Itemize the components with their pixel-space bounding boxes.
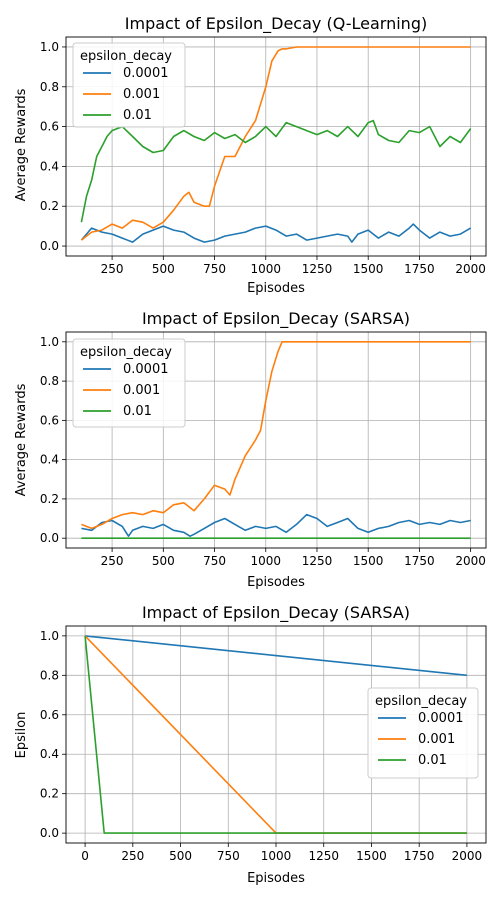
x-tick-label: 750	[217, 849, 240, 863]
y-tick-label: 1.0	[40, 629, 59, 643]
legend-entry: 0.001	[123, 87, 160, 102]
y-axis-label: Epsilon	[14, 712, 29, 759]
y-tick-label: 0.8	[40, 668, 59, 682]
x-tick-label: 750	[203, 554, 226, 568]
chart-sarsa-epsilon: Impact of Epsilon_Decay (SARSA) Episodes…	[14, 603, 487, 886]
y-tick-label: 1.0	[40, 335, 59, 349]
y-tick-label: 0.8	[40, 80, 59, 94]
legend-entry: 0.001	[418, 732, 455, 747]
x-tick-label: 1750	[404, 262, 435, 276]
legend-box	[72, 42, 186, 128]
legend-entry: 0.01	[123, 108, 152, 123]
x-tick-label: 1000	[250, 262, 281, 276]
legend-entry: 0.01	[418, 753, 447, 768]
y-tick-label: 0.4	[40, 453, 59, 467]
x-tick-label: 250	[101, 554, 124, 568]
series-line-0.01	[84, 635, 467, 834]
x-tick-label: 500	[152, 554, 175, 568]
x-tick-label: 1000	[261, 849, 292, 863]
legend: epsilon_decay 0.0001 0.001 0.01	[72, 338, 186, 428]
x-tick-label: 1500	[353, 554, 384, 568]
x-tick-label: 1250	[302, 554, 333, 568]
x-tick-label: 1750	[404, 849, 435, 863]
x-tick-label: 500	[169, 849, 192, 863]
y-tick-label: 0.2	[40, 787, 59, 801]
legend-box	[72, 338, 186, 428]
x-tick-label: 1750	[404, 554, 435, 568]
y-tick-label: 0.4	[40, 159, 59, 173]
x-axis-label: Episodes	[247, 871, 305, 886]
y-tick-label: 0.6	[40, 120, 59, 134]
series-line-0.0001	[85, 635, 467, 677]
series-line-0.0001	[80, 223, 472, 243]
series-line-0.001	[81, 340, 471, 530]
y-tick-label: 0.6	[40, 413, 59, 427]
x-tick-label: 750	[203, 262, 226, 276]
y-axis-label: Average Rewards	[14, 383, 29, 496]
x-tick-label: 1500	[353, 262, 384, 276]
chart-title: Impact of Epsilon_Decay (SARSA)	[142, 603, 410, 623]
x-tick-label: 500	[152, 262, 175, 276]
x-tick-label: 1250	[308, 849, 339, 863]
x-tick-label: 1500	[356, 849, 387, 863]
legend: epsilon_decay 0.0001 0.001 0.01	[367, 687, 479, 779]
y-tick-label: 0.0	[40, 531, 59, 545]
legend-entry: 0.0001	[418, 711, 464, 726]
legend-title: epsilon_decay	[375, 694, 467, 709]
x-tick-label: 250	[101, 262, 124, 276]
x-tick-label: 2000	[452, 849, 483, 863]
plot-frame	[65, 36, 487, 257]
legend-box	[367, 687, 479, 779]
x-tick-label: 1250	[302, 262, 333, 276]
y-tick-label: 0.6	[40, 708, 59, 722]
x-tick-label: 2000	[455, 262, 486, 276]
y-tick-label: 0.2	[40, 492, 59, 506]
legend-title: epsilon_decay	[80, 345, 172, 360]
x-tick-label: 0	[81, 849, 89, 863]
legend-title: epsilon_decay	[80, 49, 172, 64]
legend-entry: 0.01	[123, 404, 152, 419]
chart-title: Impact of Epsilon_Decay (Q-Learning)	[125, 14, 427, 34]
y-tick-label: 0.4	[40, 747, 59, 761]
series-line-0.001	[80, 46, 471, 241]
y-tick-label: 0.8	[40, 374, 59, 388]
y-axis-label: Average Rewards	[14, 88, 29, 201]
chart-qlearning-rewards: Impact of Epsilon_Decay (Q-Learning) Epi…	[14, 14, 487, 296]
x-tick-label: 250	[121, 849, 144, 863]
x-axis-label: Episodes	[247, 575, 305, 590]
y-tick-label: 0.0	[40, 826, 59, 840]
y-tick-label: 1.0	[40, 40, 59, 54]
legend-entry: 0.0001	[123, 66, 169, 81]
x-axis-label: Episodes	[247, 281, 305, 296]
legend-entry: 0.001	[123, 383, 160, 398]
x-tick-label: 1000	[250, 554, 281, 568]
series-line-0.0001	[81, 513, 471, 538]
chart-title: Impact of Epsilon_Decay (SARSA)	[142, 309, 410, 329]
x-tick-label: 2000	[455, 554, 486, 568]
chart-sarsa-rewards: Impact of Epsilon_Decay (SARSA) Episodes…	[14, 309, 487, 590]
legend: epsilon_decay 0.0001 0.001 0.01	[72, 42, 186, 128]
y-tick-label: 0.0	[40, 239, 59, 253]
y-tick-label: 0.2	[40, 199, 59, 213]
legend-entry: 0.0001	[123, 362, 169, 377]
plot-frame	[65, 331, 487, 549]
